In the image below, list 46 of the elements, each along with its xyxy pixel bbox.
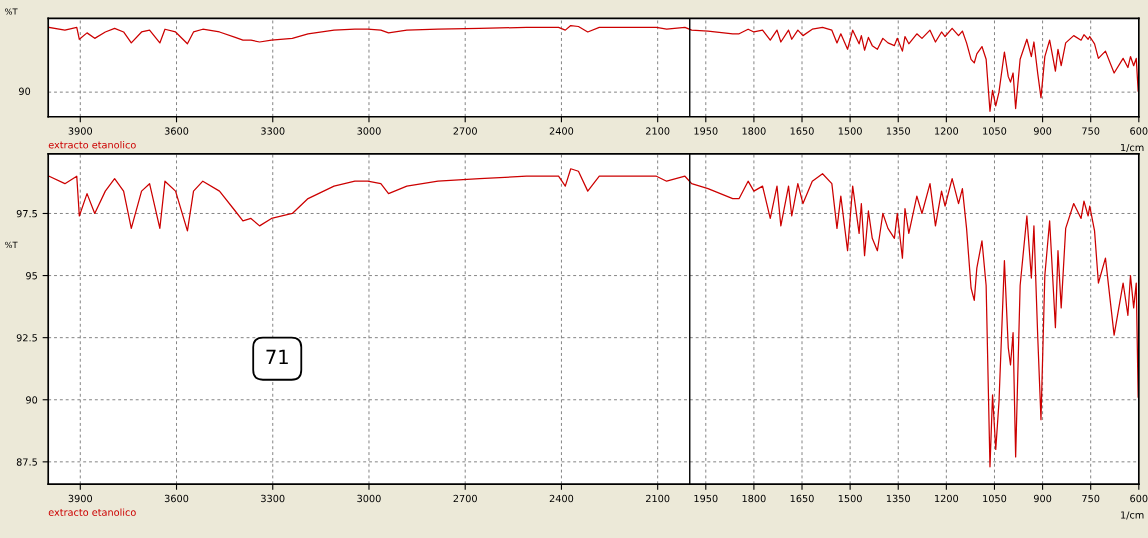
x-tick-label: 900: [1033, 127, 1052, 135]
x-tick-label: 1350: [886, 494, 910, 503]
annotation: 71: [266, 349, 288, 365]
x-tick-label: 3300: [261, 494, 285, 503]
y-tick-label: 92.5: [16, 334, 37, 342]
text: extracto etanolico: [48, 508, 136, 516]
x-tick-label: 1050: [983, 494, 1007, 503]
x-tick-label: 2700: [453, 127, 477, 135]
x-tick-label: 1200: [935, 494, 959, 503]
x-tick-label: 3000: [357, 494, 381, 503]
x-tick-label: 1800: [742, 494, 766, 503]
x-tick-label: 600: [1130, 127, 1148, 135]
x-tick-label: 3900: [68, 494, 93, 503]
x-axis-title: 1/cm: [1121, 511, 1144, 520]
x-tick-label: 750: [1082, 494, 1100, 503]
x-tick-label: 1650: [790, 494, 814, 503]
x-tick-label: 1350: [886, 127, 910, 135]
text: extracto etanolico: [48, 140, 136, 149]
x-tick-label: 3900: [68, 127, 93, 135]
x-tick-label: 1050: [983, 127, 1007, 135]
x-tick-label: 1950: [694, 127, 718, 135]
y-axis-title: %T: [5, 8, 18, 15]
x-tick-label: 1800: [742, 127, 766, 135]
x-tick-label: 2700: [453, 494, 477, 503]
x-tick-label: 3600: [164, 494, 189, 503]
x-tick-label: 1500: [838, 127, 862, 135]
y-tick-label: 90: [26, 396, 38, 404]
x-tick-label: 1950: [694, 494, 718, 503]
y-tick-label: 97.5: [16, 209, 37, 218]
x-axis-title: 1/cm: [1121, 143, 1144, 152]
x-tick-label: 1200: [935, 127, 959, 135]
x-tick-label: 3000: [357, 127, 381, 135]
x-tick-label: 3300: [261, 127, 285, 135]
x-tick-label: 600: [1130, 494, 1148, 503]
y-axis-title: %T: [5, 241, 18, 249]
x-tick-label: 1650: [790, 127, 814, 135]
x-tick-label: 750: [1082, 127, 1100, 135]
x-tick-label: 2400: [549, 127, 574, 135]
x-tick-label: 1500: [838, 494, 862, 503]
x-tick-label: 2100: [646, 494, 670, 503]
x-tick-label: 2100: [646, 127, 670, 135]
y-tick-label: 87.5: [16, 458, 37, 466]
x-tick-label: 2400: [549, 494, 574, 503]
x-tick-label: 3600: [164, 127, 189, 135]
y-tick-label: 95: [26, 272, 37, 280]
x-tick-label: 900: [1033, 494, 1052, 503]
